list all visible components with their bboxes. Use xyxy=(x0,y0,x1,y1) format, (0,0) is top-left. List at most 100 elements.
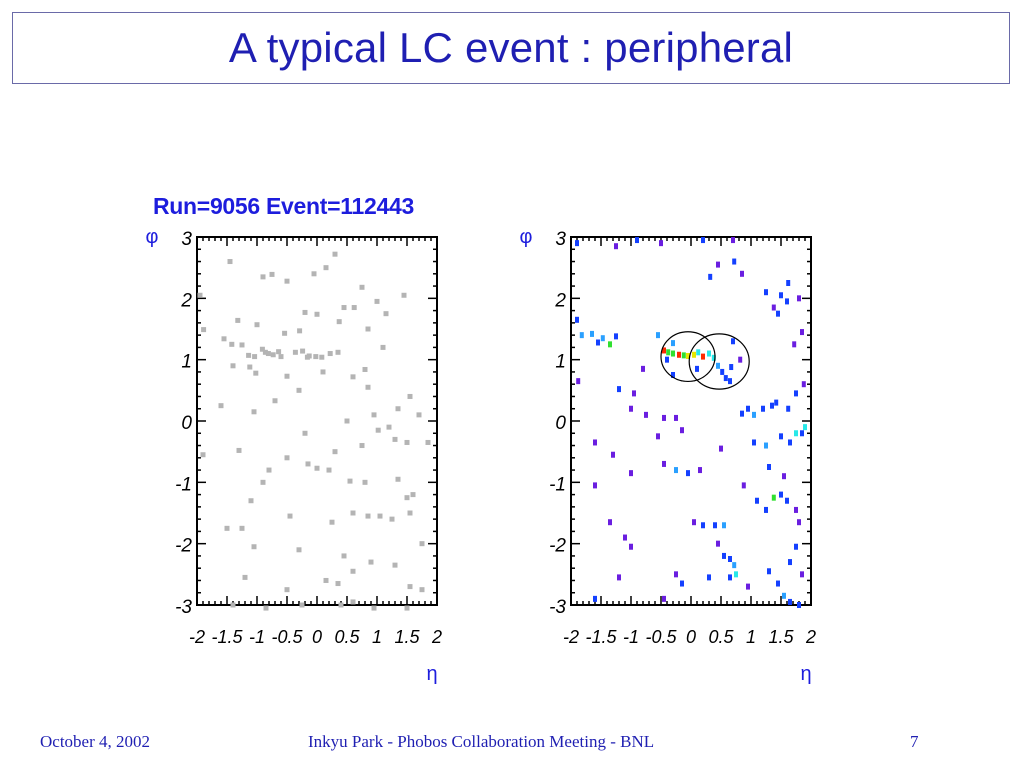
right-hit-point xyxy=(746,405,750,412)
left-hit-point xyxy=(350,510,356,516)
right-hit-point xyxy=(708,273,713,280)
right-hit-point xyxy=(732,562,737,569)
left-plot-frame xyxy=(196,236,438,606)
left-hit-point xyxy=(392,562,398,568)
left-hit-point xyxy=(329,519,335,525)
left-hit-point xyxy=(265,351,271,357)
right-hit-point xyxy=(764,289,768,296)
right-hit-point xyxy=(692,351,696,358)
right-hit-point xyxy=(632,390,636,397)
left-hit-point xyxy=(320,369,326,375)
left-hit-point xyxy=(236,447,242,453)
left-hit-point xyxy=(230,363,236,369)
left-hit-point xyxy=(253,370,259,376)
right-hit-point xyxy=(677,351,681,358)
left-hit-point xyxy=(350,374,356,380)
left-hit-point xyxy=(332,449,338,455)
right-hit-point xyxy=(785,497,789,504)
right-hit-point xyxy=(662,347,666,354)
right-hit-point xyxy=(600,335,605,342)
right-hit-point xyxy=(722,552,726,559)
right-hit-point xyxy=(771,304,776,311)
left-ytick-label: 1 xyxy=(181,352,192,373)
left-hit-point xyxy=(284,373,290,379)
right-hit-point xyxy=(680,427,684,434)
right-hit-point xyxy=(575,316,579,323)
right-hit-point xyxy=(579,332,584,339)
right-hit-point xyxy=(593,439,597,446)
right-hit-point xyxy=(800,329,804,336)
left-hit-point xyxy=(338,602,344,608)
footer-center: Inkyu Park - Phobos Collaboration Meetin… xyxy=(308,732,655,751)
right-xtick-label: 2 xyxy=(805,627,816,647)
right-hit-point xyxy=(629,543,633,550)
right-hit-point xyxy=(674,414,678,421)
left-xtick-label: 1 xyxy=(372,627,382,647)
left-hit-point xyxy=(365,326,371,332)
right-hit-point xyxy=(686,352,690,359)
left-hit-point xyxy=(401,292,407,298)
left-hit-point xyxy=(246,352,252,358)
right-hit-point xyxy=(575,240,579,247)
right-hit-point xyxy=(740,410,744,417)
right-hit-point xyxy=(731,237,735,244)
chart-title: Run=9056 Event=112443 xyxy=(153,193,414,219)
right-hit-point xyxy=(782,592,786,599)
right-ytick-label: -3 xyxy=(549,597,566,618)
slide-title: A typical LC event : peripheral xyxy=(228,24,794,71)
left-hit-point xyxy=(197,292,203,298)
left-hit-point xyxy=(260,274,266,280)
right-hit-point xyxy=(761,405,765,412)
left-hit-point xyxy=(314,311,320,317)
right-hit-point xyxy=(617,386,621,393)
right-hit-point xyxy=(794,390,798,397)
right-hit-point xyxy=(800,571,804,578)
right-hit-point xyxy=(576,378,581,385)
left-hit-point xyxy=(347,478,353,484)
left-hit-point xyxy=(200,452,206,458)
right-hit-point xyxy=(770,402,774,409)
right-hit-point xyxy=(617,574,621,581)
right-ytick-label: 3 xyxy=(555,229,566,250)
right-hit-point xyxy=(614,243,618,250)
right-hit-point xyxy=(752,439,756,446)
left-hit-point xyxy=(218,403,224,409)
left-y-axis-label: φ xyxy=(146,226,159,248)
right-hit-point xyxy=(755,497,759,504)
right-hit-point xyxy=(779,433,783,440)
right-hit-point xyxy=(803,424,807,431)
right-hit-point xyxy=(732,258,737,265)
right-ytick-label: -1 xyxy=(549,474,566,495)
left-hit-point xyxy=(260,479,266,485)
left-hit-point xyxy=(292,349,298,355)
right-hit-point xyxy=(611,451,615,458)
right-hit-point xyxy=(782,473,786,480)
left-hit-point xyxy=(374,298,380,304)
right-hit-point xyxy=(707,350,711,357)
right-hit-point xyxy=(716,261,720,268)
right-hit-point xyxy=(608,519,612,526)
left-hit-point xyxy=(425,439,431,445)
right-hit-point xyxy=(752,411,756,418)
left-hit-point xyxy=(229,341,235,347)
right-xtick-label: 1 xyxy=(746,627,756,647)
left-hit-point xyxy=(242,574,248,580)
right-hit-point xyxy=(738,356,743,363)
right-y-axis-label: φ xyxy=(520,226,533,248)
left-hit-point xyxy=(224,525,230,531)
left-hit-point xyxy=(326,467,332,473)
left-ytick-label: 0 xyxy=(181,413,192,434)
right-hit-point xyxy=(662,414,666,421)
right-x-axis-label: η xyxy=(800,663,811,685)
left-hit-point xyxy=(386,424,392,430)
right-xtick-label: -1.5 xyxy=(585,627,617,647)
right-hit-point xyxy=(674,571,678,578)
right-xtick-label: 0 xyxy=(686,627,696,647)
right-hit-point xyxy=(731,338,735,345)
right-hit-point xyxy=(764,506,768,513)
right-hit-point xyxy=(792,341,797,348)
right-hit-point xyxy=(779,491,783,498)
left-hit-point xyxy=(416,412,422,418)
left-hit-point xyxy=(252,354,258,360)
